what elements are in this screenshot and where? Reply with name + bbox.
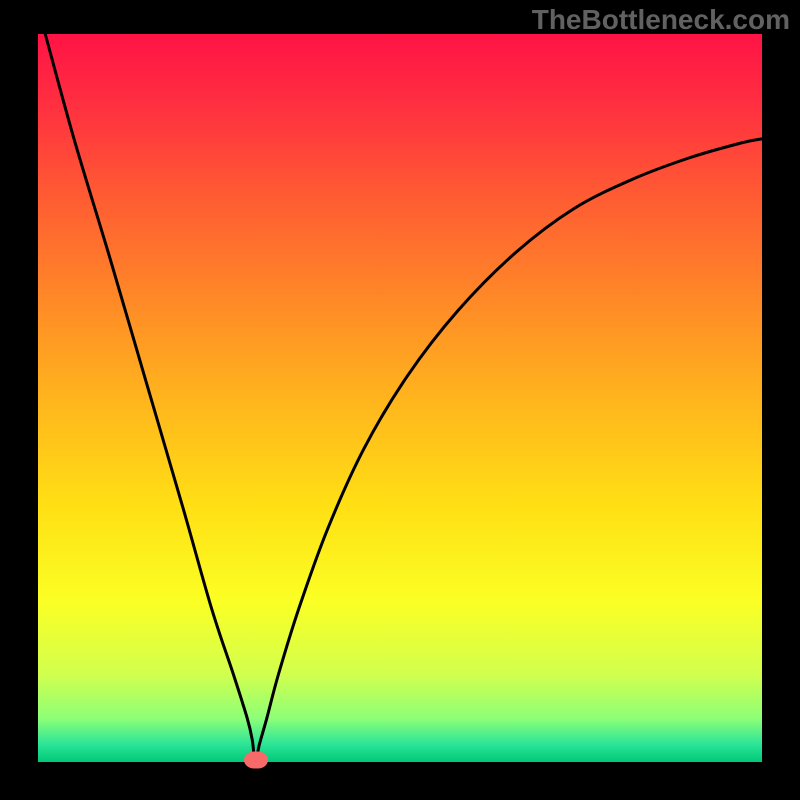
bottleneck-curve	[38, 34, 762, 762]
attribution-text: TheBottleneck.com	[532, 4, 790, 36]
plot-area	[38, 34, 762, 762]
bottleneck-marker	[244, 751, 268, 768]
